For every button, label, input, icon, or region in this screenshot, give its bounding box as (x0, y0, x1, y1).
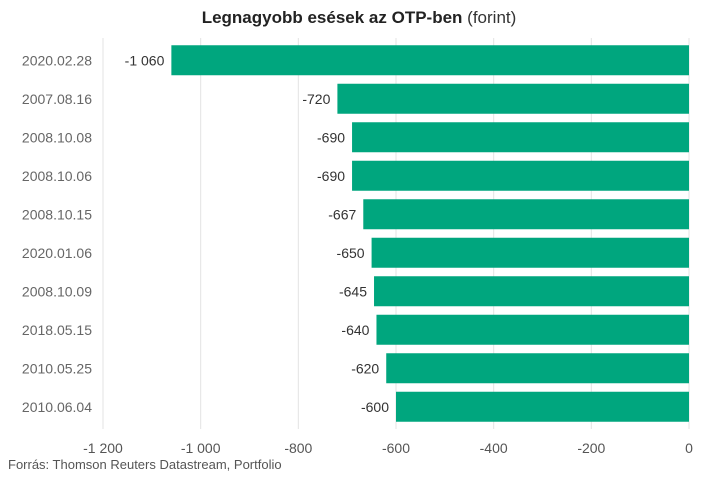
chart-title-main: Legnagyobb esések az OTP-ben (201, 8, 463, 27)
category-label: 2008.10.09 (22, 283, 92, 299)
x-tick-label: -200 (577, 440, 605, 456)
bar (374, 276, 689, 307)
bar (376, 314, 689, 345)
category-label: 2010.05.25 (22, 360, 92, 376)
bar (363, 199, 689, 230)
data-label: -640 (341, 322, 369, 338)
category-label: 2008.10.06 (22, 168, 92, 184)
chart-title-unit: (forint) (467, 8, 517, 27)
bar (337, 83, 689, 114)
category-label: 2020.02.28 (22, 52, 92, 68)
data-label: -620 (351, 360, 379, 376)
x-tick-label: -1 000 (181, 440, 221, 456)
data-label: -650 (337, 245, 365, 261)
category-label: 2008.10.08 (22, 129, 92, 145)
x-tick-label: -400 (480, 440, 508, 456)
data-label: -690 (317, 168, 345, 184)
bar (371, 237, 689, 268)
bar (352, 160, 689, 191)
data-label: -690 (317, 129, 345, 145)
source-note: Forrás: Thomson Reuters Datastream, Port… (8, 457, 282, 472)
x-tick-label: -1 200 (83, 440, 123, 456)
category-label: 2008.10.15 (22, 206, 92, 222)
category-label: 2010.06.04 (22, 399, 92, 415)
data-label: -600 (361, 399, 389, 415)
category-label: 2018.05.15 (22, 322, 92, 338)
x-tick-label: -800 (284, 440, 312, 456)
chart-title: Legnagyobb esések az OTP-ben (forint) (0, 8, 718, 28)
data-label: -720 (302, 91, 330, 107)
bar (386, 353, 689, 384)
category-label: 2020.01.06 (22, 245, 92, 261)
x-tick-label: 0 (685, 440, 693, 456)
category-label: 2007.08.16 (22, 91, 92, 107)
bar (171, 45, 689, 76)
x-tick-label: -600 (382, 440, 410, 456)
data-label: -1 060 (125, 52, 165, 68)
data-label: -645 (339, 283, 367, 299)
bar (352, 122, 689, 153)
data-label: -667 (328, 206, 356, 222)
bar (396, 391, 689, 422)
